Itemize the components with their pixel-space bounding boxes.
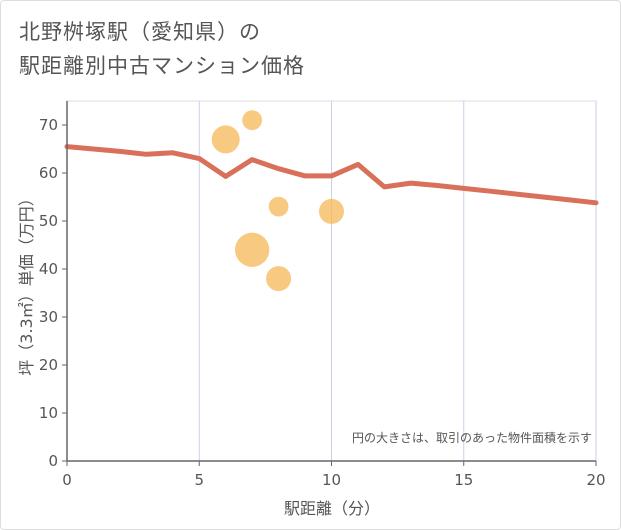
- bubble-size-note: 円の大きさは、取引のあった物件面積を示す: [352, 430, 592, 445]
- x-tick-label: 10: [322, 471, 341, 489]
- bubbles: [211, 110, 345, 292]
- y-tick-label: 70: [39, 116, 58, 134]
- data-bubble: [211, 125, 240, 154]
- tick-labels: 0 10 20 30 40 50 60 70 0 5 10 15 20: [39, 116, 606, 489]
- y-tick-label: 60: [39, 164, 58, 182]
- chart-title: 北野桝塚駅（愛知県）の 駅距離別中古マンション価格: [19, 15, 305, 83]
- x-axis-label: 駅距離（分）: [284, 499, 380, 518]
- avg-price-line: [64, 144, 599, 206]
- data-bubble: [318, 198, 345, 224]
- x-tick-label: 20: [586, 471, 605, 489]
- y-tick-label: 40: [39, 260, 58, 278]
- data-bubble: [266, 266, 292, 292]
- y-tick-label: 50: [39, 212, 58, 230]
- chart-title-line1: 北野桝塚駅（愛知県）の: [19, 20, 261, 44]
- y-tick-label: 30: [39, 308, 58, 326]
- data-bubble: [235, 232, 270, 267]
- y-tick-label: 20: [39, 356, 58, 374]
- data-bubble: [242, 110, 263, 131]
- x-tick-label: 0: [62, 471, 72, 489]
- chart-title-line2: 駅距離別中古マンション価格: [19, 54, 305, 78]
- x-tick-label: 15: [454, 471, 473, 489]
- y-axis-label: 坪（3.3㎡）単価（万円）: [17, 190, 36, 375]
- axes: [62, 101, 597, 466]
- y-tick-label: 10: [39, 404, 58, 422]
- y-tick-label: 0: [48, 452, 58, 470]
- data-bubble: [268, 196, 289, 217]
- x-tick-label: 5: [194, 471, 204, 489]
